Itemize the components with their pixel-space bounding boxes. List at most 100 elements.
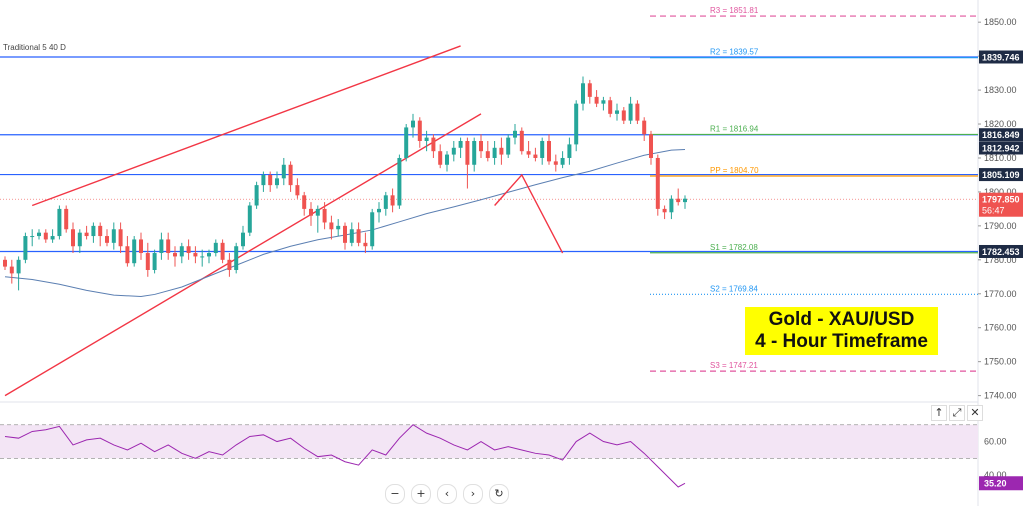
bull-candle (377, 202, 381, 223)
price-label-badge (979, 128, 1023, 142)
candle-body (397, 157, 402, 206)
candle-body (655, 157, 660, 209)
price-tick-label: 1770.00 (984, 289, 1017, 299)
price-tick-label: 1800.00 (984, 187, 1017, 197)
candle-body (451, 147, 456, 155)
candle-body (241, 232, 245, 247)
scroll-right-button[interactable]: › (463, 484, 483, 504)
candle-body (322, 208, 327, 223)
maximize-pane-icon[interactable]: ⤢ (949, 405, 965, 421)
bull-candle (628, 96, 633, 125)
bear-candle (186, 239, 191, 260)
bear-candle (553, 154, 558, 172)
price-label-text: 1812.942 (982, 143, 1020, 153)
price-label-countdown: 56:47 (982, 206, 1005, 216)
candle-body (424, 137, 429, 141)
bull-candle (513, 124, 517, 145)
projection-line (494, 173, 564, 254)
candle-body (683, 198, 687, 203)
candle-body (111, 229, 116, 243)
bear-candle (84, 225, 89, 240)
scroll-left-button[interactable]: ‹ (437, 484, 457, 504)
candle-body (3, 259, 7, 267)
bull-candle (247, 202, 252, 237)
candle-body (261, 174, 266, 186)
candle-body (533, 154, 538, 158)
bull-candle (315, 205, 320, 233)
bear-candle (594, 90, 599, 108)
bear-candle (166, 232, 171, 260)
candle-body (356, 229, 361, 243)
zoom-in-button[interactable]: + (411, 484, 431, 504)
candle-body (662, 208, 667, 213)
candle-body (567, 144, 572, 158)
candle-body (152, 253, 157, 270)
price-label-text: 1782.453 (982, 247, 1020, 257)
candle-body (553, 161, 558, 165)
candle-body (30, 236, 35, 238)
bull-candle (77, 229, 82, 254)
candle-body (485, 151, 490, 158)
candle-body (173, 253, 177, 257)
price-label-badge (979, 192, 1023, 217)
price-label-badge (979, 141, 1023, 155)
candle-body (166, 239, 171, 254)
bear-candle (533, 147, 538, 162)
candle-body (513, 130, 517, 138)
bull-candle (683, 195, 687, 209)
candle-body (84, 232, 89, 237)
bear-candle (655, 154, 660, 216)
move-pane-up-icon[interactable]: ↑ (931, 405, 947, 421)
bull-candle (200, 249, 205, 267)
channel-upper-line (31, 45, 461, 207)
price-tick-label: 1830.00 (984, 85, 1017, 95)
reset-chart-button[interactable]: ↻ (489, 484, 509, 504)
close-pane-icon[interactable]: ✕ (967, 405, 983, 421)
candle-body (132, 239, 137, 264)
chart-title-box: Gold - XAU/USD 4 - Hour Timeframe (745, 307, 938, 355)
bear-candle (608, 96, 613, 118)
candle-body (438, 151, 443, 165)
candle-body (676, 198, 681, 203)
bull-candle (492, 141, 497, 165)
candle-body (302, 195, 307, 209)
candle-body (479, 141, 483, 152)
bear-candle (485, 141, 490, 162)
candle-body (587, 83, 592, 97)
price-label-badge (979, 244, 1023, 258)
rsi-tick-label: 40.00 (984, 470, 1007, 480)
bull-candle (458, 137, 463, 158)
bull-candle (411, 113, 415, 138)
candle-body (98, 225, 103, 237)
candle-body (37, 232, 41, 237)
candle-body (64, 208, 69, 230)
candle-body (213, 242, 218, 254)
bull-candle (424, 130, 429, 152)
candle-body (50, 236, 55, 240)
bear-candle (547, 134, 551, 165)
candle-body (186, 246, 191, 254)
candle-body (526, 151, 531, 155)
candle-body (247, 205, 252, 233)
bear-candle (662, 205, 667, 220)
price-axis[interactable]: 1740.00 1750.00 1760.00 1770.00 1780.00 1790.… (978, 17, 1023, 491)
bear-candle (635, 100, 640, 125)
bear-candle (322, 202, 327, 230)
bull-candle (213, 239, 218, 257)
bear-candle (173, 246, 177, 267)
candle-body (547, 141, 551, 162)
bull-candle (152, 249, 157, 274)
zoom-out-button[interactable]: − (385, 484, 405, 504)
bull-candle (91, 222, 96, 243)
candle-body (540, 141, 545, 158)
rising-wedge-channel (4, 45, 482, 397)
price-label-text: 1797.850 (982, 195, 1020, 205)
price-tick-label: 1850.00 (984, 17, 1017, 27)
bear-candle (343, 222, 347, 250)
candle-body (275, 178, 279, 186)
candle-body (227, 259, 232, 270)
indicator-label: Traditional 5 40 D (3, 43, 66, 52)
candle-body (9, 266, 14, 274)
pivot-label: R2 = 1839.57 (710, 48, 759, 57)
candle-body (669, 198, 674, 213)
